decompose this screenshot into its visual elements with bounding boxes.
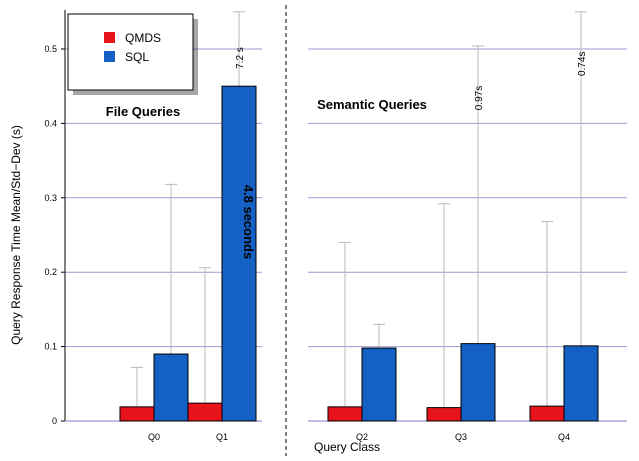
x-tick-label: Q3 <box>455 432 467 442</box>
y-tick-label: 0.3 <box>44 193 57 203</box>
bar-qmds-q1 <box>187 402 223 422</box>
bar-qmds-q3 <box>426 407 462 422</box>
x-tick-label: Q1 <box>216 432 228 442</box>
legend-box <box>67 13 194 91</box>
x-tick-label: Q4 <box>558 432 570 442</box>
y-tick-label: 0.4 <box>44 118 57 128</box>
bar-annotation: 0.74s <box>577 52 588 76</box>
legend-swatch-sql <box>104 51 115 62</box>
x-tick-label: Q0 <box>148 432 160 442</box>
bar-annotation: 0.97s <box>474 86 485 110</box>
legend-label-sql: SQL <box>125 50 149 64</box>
bar-annotation: 7.2 s <box>235 47 246 69</box>
panel-title: File Queries <box>106 104 180 119</box>
bar-qmds-q4 <box>529 405 565 422</box>
y-tick-label: 0.5 <box>44 44 57 54</box>
x-axis-label: Query Class <box>314 440 380 454</box>
bar-sql-q3 <box>460 343 496 422</box>
y-tick-label: 0.2 <box>44 267 57 277</box>
bar-sql-q0 <box>153 353 189 422</box>
bar-sql-q2 <box>361 347 397 422</box>
panel-title: Semantic Queries <box>317 97 427 112</box>
y-tick-label: 0.1 <box>44 342 57 352</box>
y-tick-label: 0 <box>52 416 57 426</box>
legend-label-qmds: QMDS <box>125 31 161 45</box>
bar-inner-annotation: 4.8 seconds <box>241 185 256 259</box>
bar-qmds-q0 <box>119 406 155 422</box>
bar-sql-q1 <box>221 85 257 422</box>
bar-qmds-q2 <box>327 406 363 422</box>
x-tick-label: Q2 <box>356 432 368 442</box>
legend-swatch-qmds <box>104 32 115 43</box>
y-axis-label: Query Response Time Mean/Std−Dev (s) <box>9 125 23 345</box>
bar-sql-q4 <box>563 345 599 422</box>
